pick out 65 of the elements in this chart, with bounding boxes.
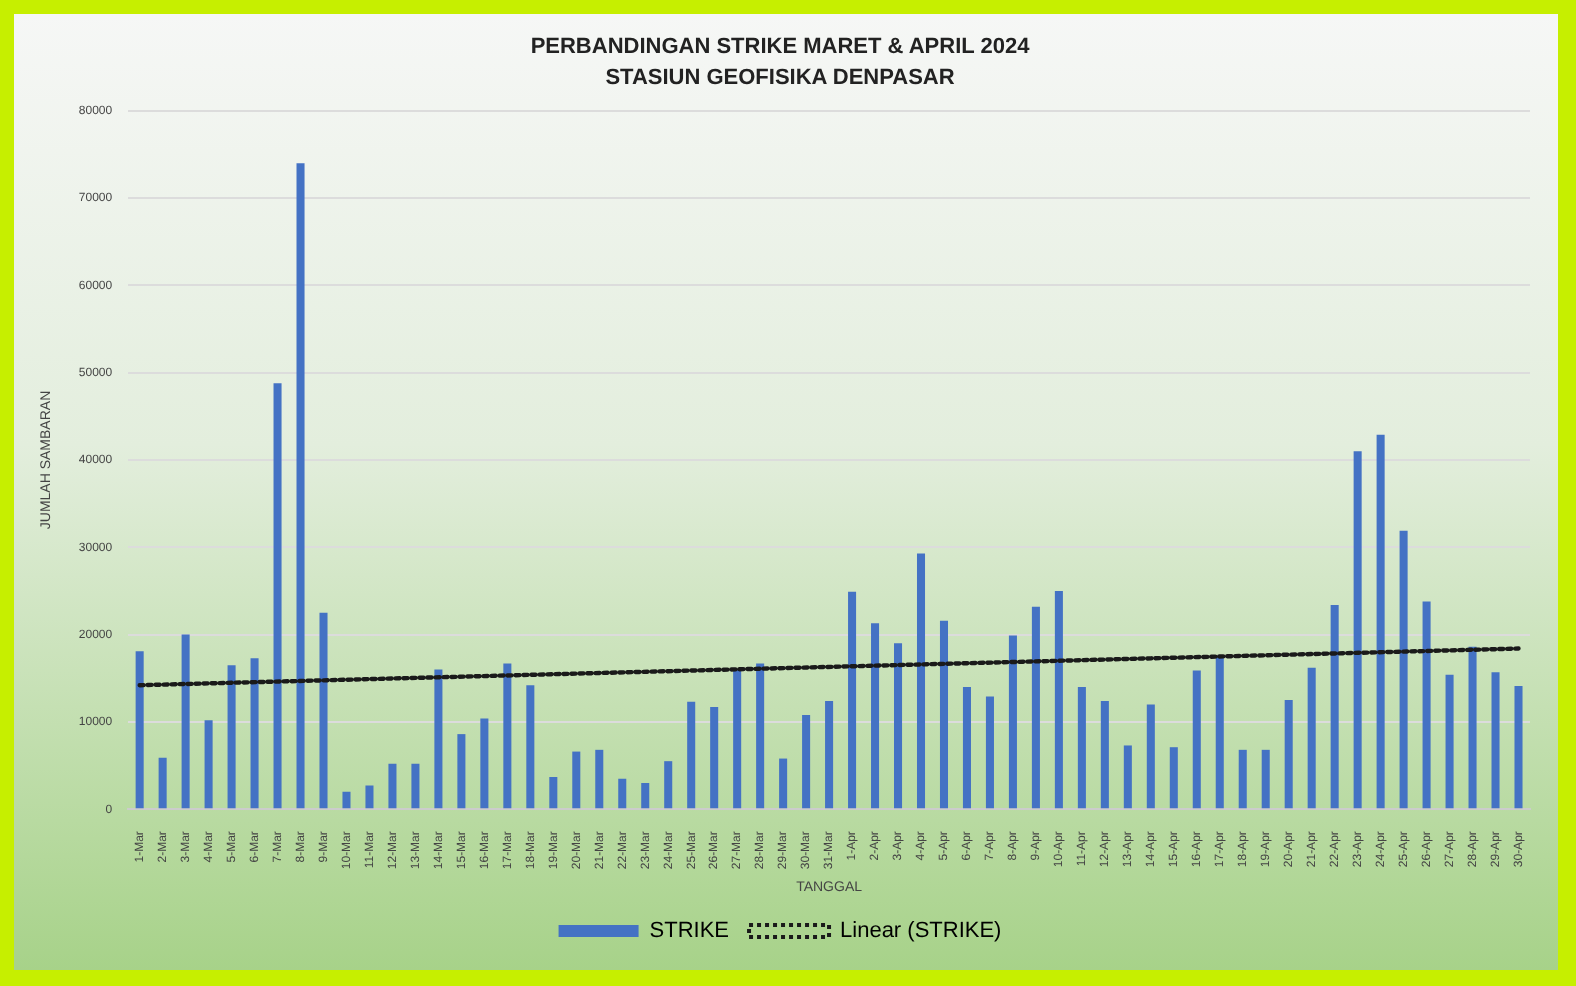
bar [1192, 670, 1201, 809]
bar [848, 591, 857, 809]
chart-title: PERBANDINGAN STRIKE MARET & APRIL 2024 [530, 35, 1032, 60]
bar [1330, 604, 1339, 809]
bar [1077, 686, 1086, 809]
bar [1468, 646, 1477, 809]
bar [894, 643, 903, 809]
bar [319, 612, 328, 809]
bar [962, 686, 971, 809]
bar [1008, 635, 1017, 809]
bar [618, 778, 627, 809]
bar [296, 163, 305, 809]
bar [273, 383, 282, 809]
bar [204, 720, 213, 809]
bar [1307, 667, 1316, 809]
bar [365, 785, 374, 809]
bar [1215, 655, 1224, 809]
bar [1353, 451, 1362, 809]
bar [388, 763, 397, 809]
bar [985, 696, 994, 809]
bar [1261, 749, 1270, 809]
bar [1123, 745, 1132, 809]
bar [572, 751, 581, 809]
bar [1445, 674, 1454, 809]
bar [710, 707, 719, 809]
bar [916, 553, 926, 809]
bar [1422, 601, 1431, 809]
bar [342, 791, 351, 809]
bar [733, 669, 742, 809]
bar [434, 669, 443, 809]
legend-label: STRIKE [649, 919, 730, 944]
bar [1238, 749, 1247, 809]
bar [664, 761, 673, 809]
bar [1100, 700, 1109, 809]
bar [503, 663, 512, 809]
bar [641, 783, 650, 809]
bar [181, 634, 190, 809]
bar [1146, 704, 1155, 809]
bar [411, 763, 420, 809]
bar [825, 700, 834, 809]
bar [1031, 606, 1040, 809]
bar [1054, 590, 1063, 809]
bar [871, 623, 880, 809]
legend-label: Linear (STRIKE) [840, 919, 1002, 944]
chart-subtitle: STASIUN GEOFISIKA DENPASAR [605, 65, 955, 90]
bar [756, 663, 765, 809]
bar [1376, 434, 1385, 809]
bar [480, 718, 489, 809]
bar [250, 658, 259, 809]
bar [549, 776, 558, 809]
bar [457, 734, 466, 809]
bar [1284, 700, 1293, 809]
bar [1491, 672, 1500, 809]
bar [158, 757, 167, 809]
bar [595, 749, 604, 809]
bar [135, 651, 144, 809]
bar [526, 685, 535, 809]
bar [939, 620, 949, 809]
bar [1399, 530, 1408, 809]
bar [227, 665, 236, 809]
bar [779, 758, 788, 809]
bar [1514, 686, 1523, 809]
bar [687, 701, 696, 809]
bar [802, 714, 811, 809]
bar [1169, 747, 1178, 809]
